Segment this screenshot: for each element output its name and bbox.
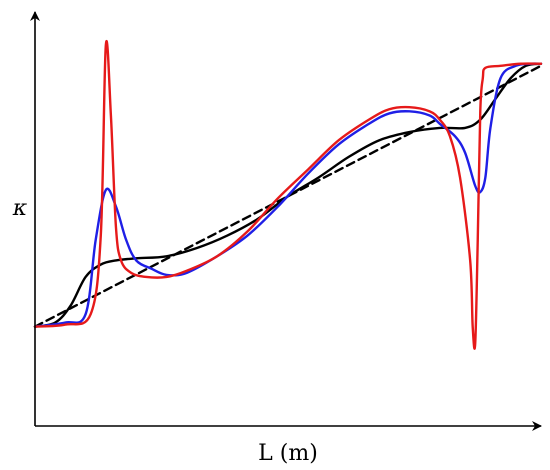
series-dashed-line xyxy=(33,64,543,328)
series-red-line xyxy=(33,40,543,350)
x-axis-label: L (m) xyxy=(258,441,318,466)
y-axis-label: κ xyxy=(12,196,28,221)
series-layer xyxy=(33,40,543,350)
